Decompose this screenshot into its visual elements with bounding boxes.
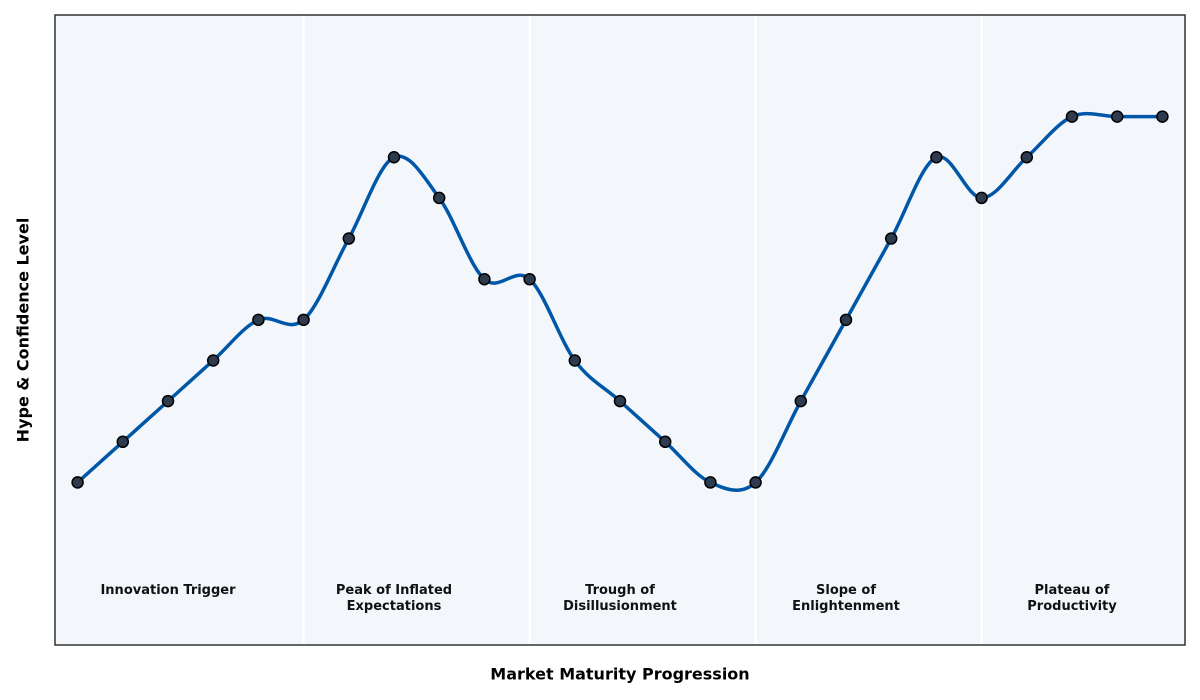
data-point (206, 354, 220, 367)
data-point (478, 272, 491, 286)
phase-label: Plateau of Productivity (1027, 583, 1117, 614)
phase-label-line: Peak of Inflated (336, 583, 452, 598)
phase-label-line: Productivity (1027, 599, 1117, 614)
phase-label-line: Expectations (347, 599, 442, 614)
phase-label-line: Enlightenment (792, 599, 900, 614)
data-point (1065, 110, 1079, 123)
data-point (704, 476, 717, 489)
data-point (116, 435, 130, 449)
data-point (71, 476, 84, 489)
data-point (568, 354, 582, 367)
data-point (658, 435, 672, 449)
data-point (930, 151, 943, 164)
phase-label-line: Disillusionment (563, 599, 677, 614)
data-point (613, 394, 627, 408)
x-axis-label: Market Maturity Progression (490, 665, 749, 684)
data-point (749, 476, 762, 489)
data-point (342, 232, 356, 245)
phase-label-line: Trough of (585, 583, 655, 598)
phase-label-line: Plateau of (1035, 583, 1110, 598)
data-point (884, 232, 898, 245)
plot-background (55, 15, 1185, 645)
phase-label-line: Innovation Trigger (100, 583, 236, 598)
plot-frame (54, 14, 1186, 646)
data-point (523, 272, 536, 286)
y-axis-label: Hype & Confidence Level (14, 218, 33, 443)
data-point (1156, 110, 1169, 123)
phase-label: Peak of Inflated Expectations (336, 583, 452, 614)
data-point (161, 394, 175, 408)
data-point (1020, 151, 1034, 164)
data-point (794, 394, 808, 408)
data-point (252, 313, 265, 327)
phase-label: Slope of Enlightenment (792, 583, 900, 614)
data-point (839, 313, 853, 327)
data-point (975, 191, 988, 205)
data-point (432, 191, 446, 205)
data-point (1110, 110, 1124, 123)
phase-label-line: Slope of (816, 583, 876, 598)
data-point (387, 151, 401, 164)
phase-label: Innovation Trigger (100, 583, 236, 598)
data-point (297, 313, 310, 327)
phase-label: Trough of Disillusionment (563, 583, 677, 614)
